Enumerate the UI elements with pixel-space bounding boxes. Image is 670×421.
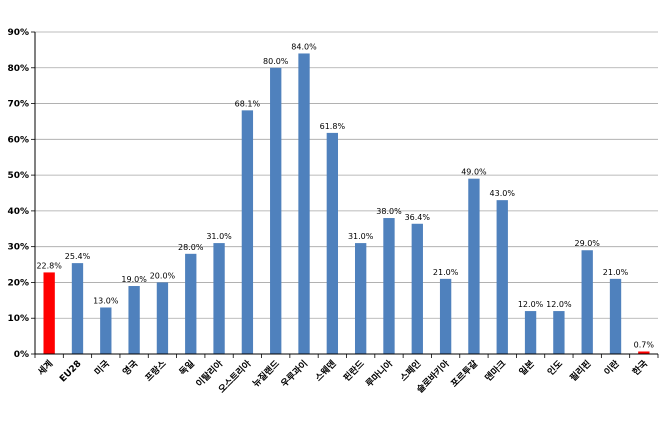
data-label: 31.0% [348, 232, 374, 241]
category-label: 세계 [35, 358, 55, 378]
data-label: 36.4% [405, 213, 431, 222]
data-label: 19.0% [121, 275, 147, 284]
category-label: 인도 [546, 358, 566, 378]
category-label: 우루과이 [278, 358, 310, 390]
data-label: 29.0% [574, 239, 600, 248]
data-label: 43.0% [490, 189, 516, 198]
y-tick-label: 60% [7, 135, 29, 145]
bar [326, 132, 339, 354]
data-label: 49.0% [461, 168, 487, 177]
bar [156, 282, 169, 354]
bar [241, 110, 254, 354]
category-label: 일본 [516, 358, 536, 378]
data-label: 84.0% [291, 42, 317, 51]
category-label: 프랑스 [143, 357, 170, 384]
category-label: 영국 [120, 357, 141, 378]
y-tick-label: 20% [7, 278, 29, 288]
data-label: 12.0% [518, 300, 544, 309]
bar [213, 243, 225, 354]
y-tick-label: 30% [7, 243, 29, 253]
y-axis-ticks: 0% 10% 20% 30% 40% 50% 60% 70% 80% 90% [7, 28, 29, 360]
category-label: 덴마크 [482, 358, 508, 384]
axes [31, 31, 659, 358]
y-tick-label: 0% [14, 350, 29, 360]
y-tick-label: 70% [7, 100, 29, 110]
bar [411, 223, 423, 354]
data-label: 28.0% [178, 243, 204, 252]
data-label: 68.1% [235, 99, 261, 108]
data-label: 13.0% [93, 296, 119, 305]
bar [638, 351, 650, 354]
category-label: 핀란드 [341, 357, 368, 384]
bar [43, 272, 55, 354]
data-label: 38.0% [376, 207, 402, 216]
data-label: 12.0% [546, 300, 572, 309]
data-labels: 22.8%25.4%13.0%19.0% 20.0%28.0%31.0%68.1%… [36, 42, 654, 349]
category-label: 포르투갈 [448, 357, 480, 389]
bar [496, 200, 508, 354]
data-label: 20.0% [150, 271, 176, 280]
bar [524, 311, 537, 354]
data-label: 21.0% [603, 268, 629, 277]
y-tick-label: 80% [7, 64, 29, 74]
category-label: 루마니아 [363, 357, 395, 389]
category-label: EU28 [58, 359, 83, 384]
bars [43, 53, 650, 355]
bar [553, 311, 565, 354]
data-label: 21.0% [433, 268, 459, 277]
bar [581, 250, 593, 354]
category-label: 미국 [92, 357, 113, 378]
category-label: 스웨덴 [312, 358, 338, 384]
y-tick-label: 40% [7, 207, 29, 217]
bar [71, 263, 84, 354]
data-label: 31.0% [206, 232, 232, 241]
bar [468, 178, 480, 354]
category-label: 스페인 [397, 358, 423, 384]
data-label: 80.0% [263, 57, 289, 66]
category-label: 독일 [177, 358, 197, 378]
category-label: 한국 [630, 357, 651, 378]
data-label: 22.8% [36, 261, 62, 270]
bar [298, 53, 310, 354]
bar [354, 243, 367, 354]
category-label: 필리핀 [567, 358, 593, 384]
data-label: 0.7% [634, 340, 655, 349]
bar [128, 286, 140, 354]
data-label: 25.4% [65, 252, 91, 261]
y-tick-label: 90% [7, 28, 29, 38]
data-label: 61.8% [320, 122, 346, 131]
y-tick-label: 10% [7, 314, 29, 324]
bar [100, 307, 112, 354]
bar [185, 253, 197, 354]
y-tick-label: 50% [7, 171, 29, 181]
category-label: 이란 [601, 357, 622, 378]
category-label: 뉴질랜드 [250, 357, 282, 389]
bar [270, 67, 282, 355]
bar [609, 278, 622, 354]
bar [383, 218, 395, 354]
bar [439, 278, 452, 354]
